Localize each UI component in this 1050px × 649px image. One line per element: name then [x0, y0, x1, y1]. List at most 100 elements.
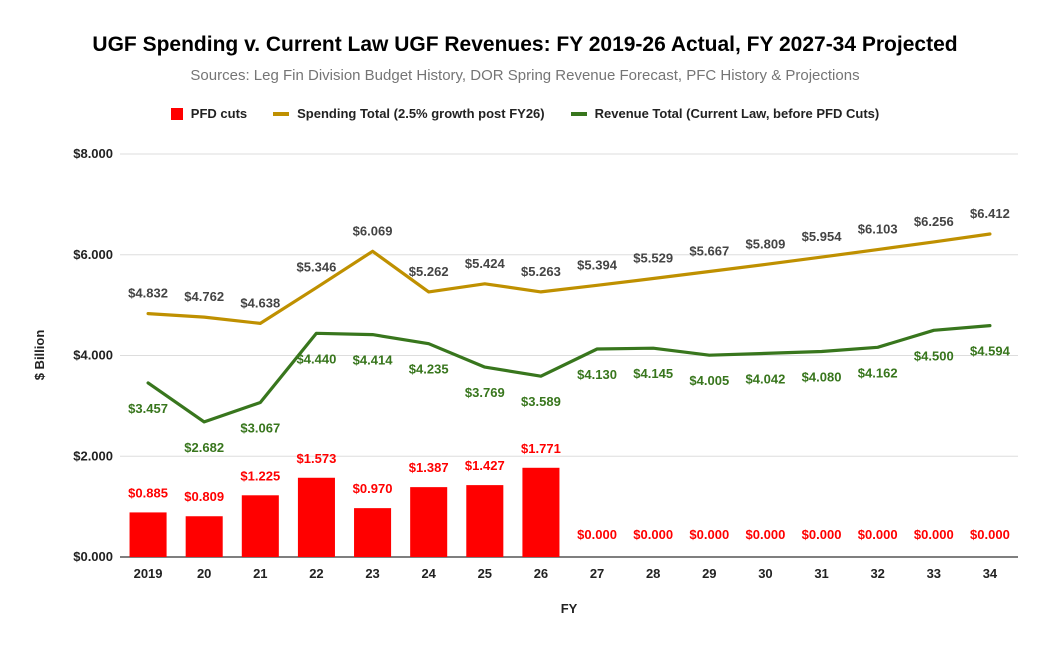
bar-pfd-cuts: [522, 467, 560, 557]
x-tick-label: 2019: [134, 566, 163, 581]
line-series: [146, 232, 992, 424]
bar-pfd-cuts: [129, 512, 167, 557]
data-label-spending: $6.412: [970, 206, 1010, 221]
data-label-spending: $5.424: [465, 256, 506, 271]
bar-pfd-cuts: [354, 508, 392, 557]
y-tick-label: $4.000: [73, 348, 113, 363]
data-label-pfd-cuts: $0.000: [858, 527, 898, 542]
legend-label-pfd-cuts: PFD cuts: [190, 106, 248, 121]
data-label-revenue: $3.457: [128, 401, 168, 416]
x-tick-label: 34: [983, 566, 998, 581]
data-label-revenue: $4.414: [353, 353, 394, 368]
x-tick-label: 33: [927, 566, 941, 581]
legend-item-spending[interactable]: Spending Total (2.5% growth post FY26): [273, 106, 545, 121]
y-tick-label: $6.000: [73, 247, 113, 262]
data-label-revenue: $4.145: [633, 366, 673, 381]
legend-item-pfd-cuts[interactable]: PFD cuts: [170, 106, 248, 121]
x-tick-label: 25: [478, 566, 492, 581]
data-label-spending: $5.529: [633, 250, 673, 265]
x-tick-label: 22: [309, 566, 323, 581]
data-label-spending: $4.638: [240, 295, 280, 310]
chart-title: UGF Spending v. Current Law UGF Revenues…: [92, 33, 958, 56]
legend-label-spending: Spending Total (2.5% growth post FY26): [297, 106, 545, 121]
data-label-spending: $5.954: [802, 229, 843, 244]
data-label-spending: $6.069: [353, 223, 393, 238]
data-label-spending: $5.346: [297, 260, 337, 275]
bar-pfd-cuts: [241, 495, 279, 557]
legend: PFD cuts Spending Total (2.5% growth pos…: [0, 106, 1050, 121]
data-label-revenue: $4.440: [297, 351, 337, 366]
x-tick-label: 30: [758, 566, 772, 581]
data-label-spending: $5.809: [746, 236, 786, 251]
y-tick-label: $2.000: [73, 448, 113, 463]
data-label-pfd-cuts: $1.225: [240, 468, 280, 483]
data-label-revenue: $3.589: [521, 394, 561, 409]
data-label-pfd-cuts: $0.000: [689, 527, 729, 542]
data-label-pfd-cuts: $0.970: [353, 481, 393, 496]
data-label-revenue: $4.594: [970, 344, 1011, 359]
line-revenue-total: [146, 324, 992, 424]
data-label-pfd-cuts: $0.000: [577, 527, 617, 542]
data-label-spending: $6.256: [914, 214, 954, 229]
data-label-revenue: $2.682: [184, 440, 224, 455]
data-label-revenue: $3.769: [465, 385, 505, 400]
bar-pfd-cuts: [410, 487, 448, 557]
bar-pfd-cuts: [466, 485, 504, 557]
x-tick-label: 28: [646, 566, 660, 581]
data-label-spending: $5.263: [521, 264, 561, 279]
x-axis-label: FY: [561, 601, 578, 616]
legend-item-revenue[interactable]: Revenue Total (Current Law, before PFD C…: [570, 106, 880, 121]
line-spending-total: [146, 232, 992, 325]
y-tick-label: $0.000: [73, 549, 113, 564]
legend-swatch-pfd-cuts: [170, 107, 183, 120]
y-axis-label: $ Billion: [32, 330, 47, 381]
x-tick-label: 29: [702, 566, 716, 581]
data-labels: $0.885 $0.809 $1.225 $1.573 $0.970 $1.387 $1.4…: [128, 206, 1010, 542]
data-label-pfd-cuts: $0.000: [633, 527, 673, 542]
data-label-revenue: $4.235: [409, 362, 449, 377]
data-label-pfd-cuts: $0.000: [802, 527, 842, 542]
data-label-revenue: $4.130: [577, 367, 617, 382]
bar-series-pfd-cuts: [129, 467, 560, 557]
data-label-pfd-cuts: $1.573: [297, 451, 337, 466]
data-label-revenue: $4.080: [802, 369, 842, 384]
data-label-revenue: $4.162: [858, 365, 898, 380]
chart-subtitle: Sources: Leg Fin Division Budget History…: [190, 67, 860, 84]
data-label-pfd-cuts: $0.885: [128, 485, 168, 500]
x-tick-label: 31: [814, 566, 828, 581]
data-label-revenue: $3.067: [240, 420, 280, 435]
gridlines: [120, 153, 1018, 558]
x-tick-label: 27: [590, 566, 604, 581]
data-label-pfd-cuts: $0.000: [746, 527, 786, 542]
x-tick-label: 24: [421, 566, 436, 581]
data-label-revenue: $4.005: [689, 373, 729, 388]
data-label-pfd-cuts: $0.000: [914, 527, 954, 542]
data-label-pfd-cuts: $0.000: [970, 527, 1010, 542]
legend-swatch-spending: [273, 111, 290, 116]
x-tick-label: 26: [534, 566, 548, 581]
legend-swatch-revenue: [570, 111, 587, 116]
data-label-spending: $5.394: [577, 257, 618, 272]
x-tick-label: 23: [365, 566, 379, 581]
data-label-spending: $4.832: [128, 286, 168, 301]
data-label-spending: $4.762: [184, 289, 224, 304]
bar-pfd-cuts: [297, 477, 335, 557]
y-axis-ticks: $0.000 $2.000 $4.000 $6.000 $8.000: [73, 146, 113, 564]
data-label-pfd-cuts: $0.809: [184, 489, 224, 504]
data-label-spending: $6.103: [858, 222, 898, 237]
data-label-pfd-cuts: $1.427: [465, 458, 505, 473]
legend-label-revenue: Revenue Total (Current Law, before PFD C…: [594, 106, 880, 121]
x-tick-label: 32: [870, 566, 884, 581]
x-tick-label: 20: [197, 566, 211, 581]
data-label-pfd-cuts: $1.387: [409, 460, 449, 475]
x-tick-label: 21: [253, 566, 267, 581]
y-tick-label: $8.000: [73, 146, 113, 161]
data-label-revenue: $4.500: [914, 348, 954, 363]
x-axis-ticks: 2019 20 21 22 23 24 25 26 27 28 29 30 31 32 33 34: [134, 566, 998, 581]
bar-pfd-cuts: [185, 516, 223, 557]
data-label-spending: $5.667: [689, 244, 729, 259]
data-label-pfd-cuts: $1.771: [521, 441, 561, 456]
data-label-revenue: $4.042: [746, 371, 786, 386]
data-label-spending: $5.262: [409, 264, 449, 279]
